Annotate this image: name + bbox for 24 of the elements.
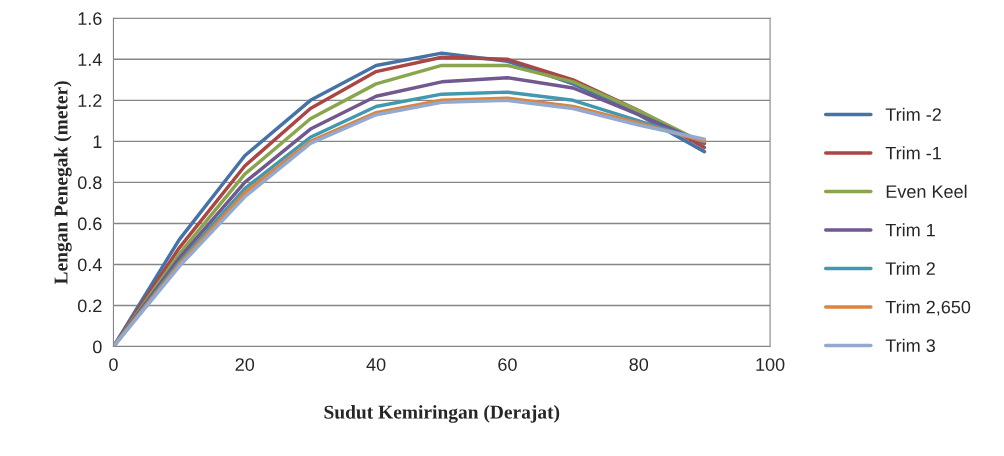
legend-label: Trim 1 [885, 223, 935, 237]
y-tick-label: 0.6 [77, 217, 102, 231]
y-tick-label: 1.4 [78, 53, 102, 66]
y-tick-label: 1.6 [78, 12, 102, 25]
y-tick-label: 0.4 [77, 258, 102, 272]
x-tick-label: 20 [235, 358, 255, 371]
y-tick-label: 0.8 [77, 176, 102, 190]
x-tick-label: 40 [366, 358, 386, 371]
legend-label: Trim -1 [885, 146, 941, 160]
x-tick-label: 100 [756, 358, 785, 371]
y-tick-label: 0 [93, 340, 102, 354]
x-tick-label: 0 [109, 358, 118, 371]
legend-label: Even Keel [886, 184, 967, 198]
legend-label: Trim 2 [885, 261, 935, 275]
y-axis-title: Lengan Penegak (meter) [53, 81, 72, 285]
y-tick-label: 1.2 [78, 94, 102, 107]
y-tick-label: 1 [93, 135, 102, 148]
x-axis-title: Sudut Kemiringan (Derajat) [324, 405, 560, 423]
legend-label: Trim 2,650 [885, 300, 971, 316]
x-tick-label: 60 [498, 358, 517, 371]
y-tick-label: 0.2 [77, 299, 102, 313]
legend-label: Trim -2 [885, 107, 941, 121]
x-tick-label: 80 [629, 358, 649, 371]
legend-label: Trim 3 [885, 338, 935, 352]
